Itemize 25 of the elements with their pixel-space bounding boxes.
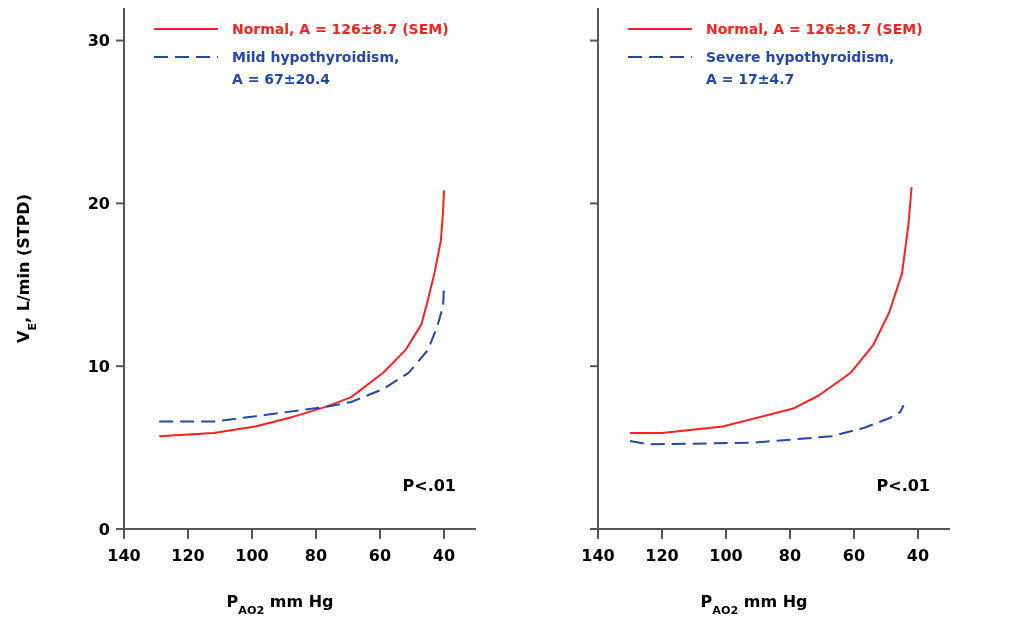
annotation: P<.01	[402, 476, 456, 495]
annotation: P<.01	[876, 476, 930, 495]
legend-label: Normal, A = 126±8.7 (SEM)	[706, 21, 923, 37]
x-axis-title: P$_{AO2}$ mm Hg	[226, 592, 334, 617]
legend-label: Normal, A = 126±8.7 (SEM)	[232, 21, 449, 37]
legend-label: Severe hypothyroidism, A = 17±4.7	[706, 49, 895, 87]
x-axis-title: P$_{AO2}$ mm Hg	[700, 592, 808, 617]
x-tick-label: 80	[778, 546, 802, 565]
y-tick-label: 20	[87, 193, 110, 213]
x-tick-label: 140	[581, 546, 615, 565]
x-tick-label: 120	[171, 546, 205, 565]
y-tick-label: 10	[87, 356, 110, 376]
y-tick-label: 30	[87, 31, 110, 51]
x-tick-label: 100	[235, 546, 269, 565]
line-series	[158, 189, 445, 438]
x-tick-label: 80	[304, 546, 328, 565]
x-tick-label: 40	[906, 546, 930, 565]
legend-label: Mild hypothyroidism, A = 67±20.4	[232, 49, 400, 87]
x-tick-label: 40	[432, 546, 456, 565]
x-tick-label: 140	[107, 546, 141, 565]
x-tick-label: 100	[709, 546, 743, 565]
y-tick-label: 0	[98, 519, 110, 539]
x-tick-label: 60	[842, 546, 866, 565]
x-tick-label: 60	[368, 546, 392, 565]
x-tick-label: 120	[645, 546, 679, 565]
